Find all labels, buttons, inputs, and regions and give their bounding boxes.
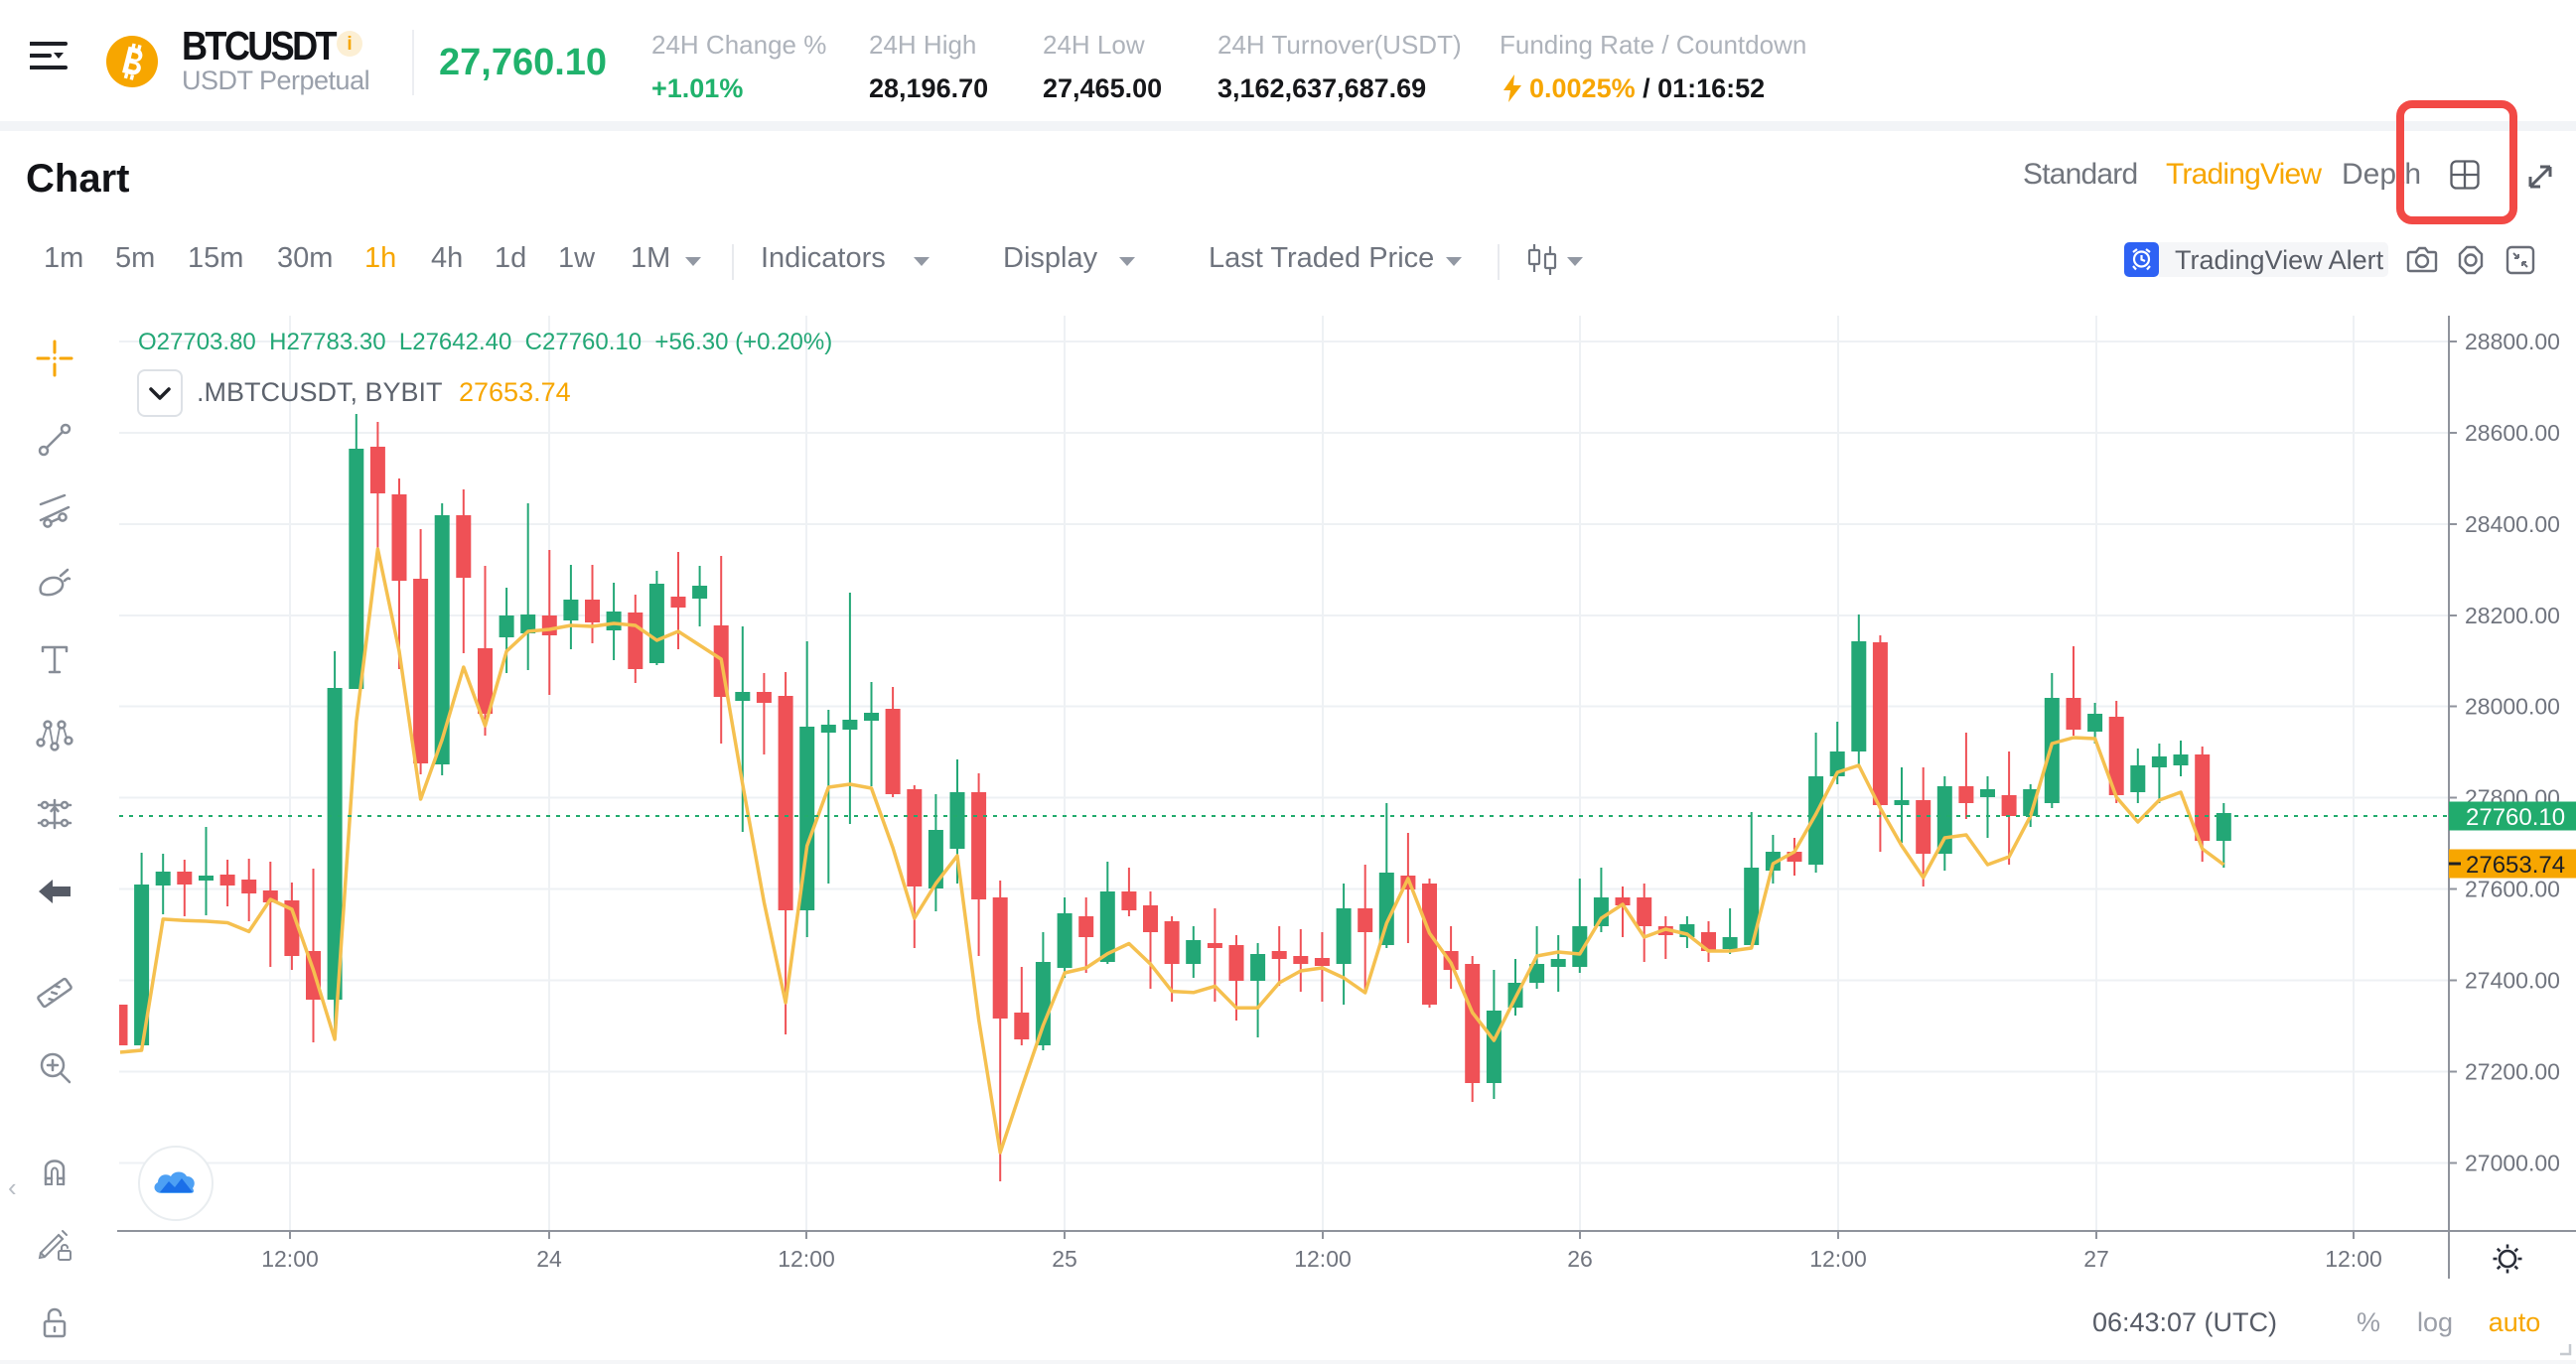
svg-text:%: % bbox=[2357, 1307, 2380, 1337]
svg-text:27400.00: 27400.00 bbox=[2465, 968, 2560, 994]
svg-text:27000.00: 27000.00 bbox=[2465, 1151, 2560, 1176]
svg-text:26: 26 bbox=[1567, 1246, 1593, 1272]
svg-text:25: 25 bbox=[1052, 1246, 1077, 1272]
svg-text:12:00: 12:00 bbox=[778, 1246, 835, 1272]
svg-text:‹: ‹ bbox=[8, 1172, 17, 1202]
svg-text:28400.00: 28400.00 bbox=[2465, 511, 2560, 537]
svg-text:28600.00: 28600.00 bbox=[2465, 420, 2560, 446]
svg-text:28000.00: 28000.00 bbox=[2465, 694, 2560, 720]
svg-text:.MBTCUSDT, BYBIT: .MBTCUSDT, BYBIT bbox=[197, 377, 443, 407]
svg-text:log: log bbox=[2417, 1307, 2453, 1337]
svg-text:27600.00: 27600.00 bbox=[2465, 877, 2560, 902]
svg-text:24: 24 bbox=[536, 1246, 562, 1272]
svg-text:28800.00: 28800.00 bbox=[2465, 329, 2560, 354]
svg-text:12:00: 12:00 bbox=[1294, 1246, 1352, 1272]
svg-text:27: 27 bbox=[2083, 1246, 2109, 1272]
svg-text:27653.74: 27653.74 bbox=[2466, 852, 2565, 879]
svg-text:27200.00: 27200.00 bbox=[2465, 1059, 2560, 1085]
svg-text:27760.10: 27760.10 bbox=[2466, 804, 2565, 831]
svg-text:06:43:07 (UTC): 06:43:07 (UTC) bbox=[2092, 1307, 2277, 1337]
svg-text:12:00: 12:00 bbox=[2325, 1246, 2382, 1272]
svg-text:12:00: 12:00 bbox=[1809, 1246, 1867, 1272]
svg-text:28200.00: 28200.00 bbox=[2465, 603, 2560, 628]
svg-text:auto: auto bbox=[2489, 1307, 2541, 1337]
svg-text:O27703.80 H27783.30 L27642.4: O27703.80 H27783.30 L27642.40 C27760.10 … bbox=[138, 329, 832, 355]
svg-text:27653.74: 27653.74 bbox=[459, 377, 571, 407]
svg-text:12:00: 12:00 bbox=[261, 1246, 319, 1272]
